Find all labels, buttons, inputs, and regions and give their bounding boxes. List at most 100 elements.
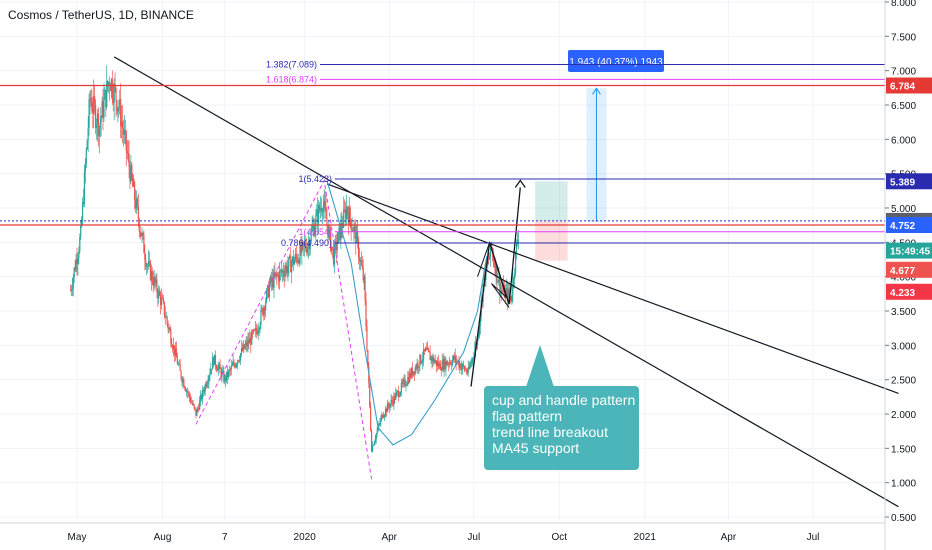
stop-zone bbox=[535, 220, 568, 261]
candle-body bbox=[462, 364, 465, 367]
chart-grid bbox=[0, 0, 885, 520]
candle-body bbox=[403, 379, 405, 381]
candle-body bbox=[179, 364, 181, 371]
candle-body bbox=[227, 370, 230, 378]
candle-body bbox=[155, 279, 157, 284]
candle-body bbox=[251, 331, 253, 345]
candle-body bbox=[493, 261, 495, 266]
annotation-callout[interactable]: cup and handle pattern flag pattern tren… bbox=[484, 386, 639, 470]
candle-body bbox=[396, 391, 398, 394]
candle-body bbox=[260, 309, 262, 325]
candle-body bbox=[412, 371, 415, 376]
candle-body bbox=[153, 277, 155, 286]
candle-body bbox=[177, 364, 179, 365]
candle-body bbox=[94, 105, 97, 128]
price-tick-label: 2.500 bbox=[891, 376, 916, 387]
candle-body bbox=[392, 401, 394, 405]
time-tick-label: 2021 bbox=[634, 532, 657, 543]
price-label-bg bbox=[886, 261, 932, 278]
candle-body bbox=[387, 403, 389, 407]
candle-body bbox=[472, 358, 474, 360]
candle-body bbox=[259, 324, 261, 330]
candle-body bbox=[510, 296, 512, 301]
candle-body bbox=[489, 256, 491, 260]
candle-body bbox=[344, 209, 346, 211]
candle-body bbox=[182, 379, 184, 383]
candle-body bbox=[326, 219, 328, 225]
candle-body bbox=[167, 322, 169, 329]
candle-body bbox=[497, 281, 499, 283]
candle-body bbox=[353, 226, 355, 232]
candle-body bbox=[347, 213, 349, 224]
candle-body bbox=[398, 395, 401, 397]
candle-body bbox=[213, 357, 215, 365]
candle-body bbox=[242, 344, 244, 351]
candle-body bbox=[335, 241, 337, 251]
candle-body bbox=[461, 367, 463, 370]
candle-body bbox=[252, 329, 255, 333]
candle-body bbox=[439, 363, 441, 371]
candle-body bbox=[419, 354, 421, 367]
candle-body bbox=[97, 113, 99, 137]
candle-body bbox=[329, 227, 331, 229]
candle-body bbox=[77, 257, 79, 264]
candle-body bbox=[427, 348, 429, 351]
candle-body bbox=[132, 177, 134, 187]
drawing-overlays: 1.943 (40.37%) 1943 bbox=[113, 50, 899, 508]
candle-body bbox=[103, 99, 105, 118]
candle-body bbox=[226, 371, 228, 381]
candle-body bbox=[123, 130, 125, 135]
candle-body bbox=[327, 224, 329, 238]
candle-body bbox=[238, 360, 240, 362]
candle-body bbox=[393, 395, 395, 405]
candle-body bbox=[450, 364, 453, 365]
annotation-line-2: flag pattern bbox=[492, 408, 563, 424]
time-axis[interactable]: May Aug 7 2020 Apr Jul Oct 2021 Apr Jul bbox=[0, 522, 885, 543]
candle-body bbox=[426, 348, 428, 350]
candle-body bbox=[465, 369, 467, 373]
candle-body bbox=[276, 273, 278, 276]
candle-body bbox=[189, 397, 191, 402]
candle-body bbox=[160, 295, 162, 305]
candle-body bbox=[323, 200, 325, 207]
candle-body bbox=[290, 255, 292, 273]
candle-body bbox=[471, 358, 473, 364]
candle-body bbox=[152, 281, 154, 286]
candle-body bbox=[498, 277, 500, 283]
candle-body bbox=[314, 228, 316, 236]
candle-body bbox=[488, 259, 490, 261]
candle-body bbox=[436, 360, 438, 367]
price-tick-label: 7.000 bbox=[891, 67, 916, 78]
candle-body bbox=[72, 276, 74, 288]
candle-body bbox=[298, 260, 300, 264]
candle-body bbox=[295, 253, 297, 258]
candle-body bbox=[83, 171, 86, 204]
candle-body bbox=[176, 357, 178, 365]
level-label: 1(5.423) bbox=[298, 174, 332, 184]
candle-body bbox=[352, 229, 354, 232]
candle-body bbox=[416, 362, 418, 369]
candle-body bbox=[494, 265, 496, 275]
candle-body bbox=[112, 97, 114, 103]
candle-body bbox=[119, 99, 121, 107]
candle-body bbox=[397, 390, 399, 392]
candle-body bbox=[273, 272, 275, 288]
candle-body bbox=[355, 226, 357, 244]
candle-body bbox=[226, 371, 229, 378]
candle-body bbox=[100, 117, 102, 123]
annotation-line-3: trend line breakout bbox=[492, 424, 608, 440]
price-label-bg bbox=[886, 217, 932, 234]
candle-body bbox=[211, 368, 213, 370]
candle-body bbox=[137, 205, 139, 220]
candle-body bbox=[451, 359, 454, 365]
candle-body bbox=[190, 401, 192, 403]
candle-body bbox=[252, 331, 254, 333]
candle-body bbox=[501, 290, 503, 292]
candle-body bbox=[186, 390, 188, 392]
candle-body bbox=[269, 276, 271, 286]
candle-body bbox=[173, 345, 175, 350]
candle-body bbox=[146, 265, 148, 267]
candle-body bbox=[359, 259, 362, 262]
candle-body bbox=[247, 339, 249, 347]
